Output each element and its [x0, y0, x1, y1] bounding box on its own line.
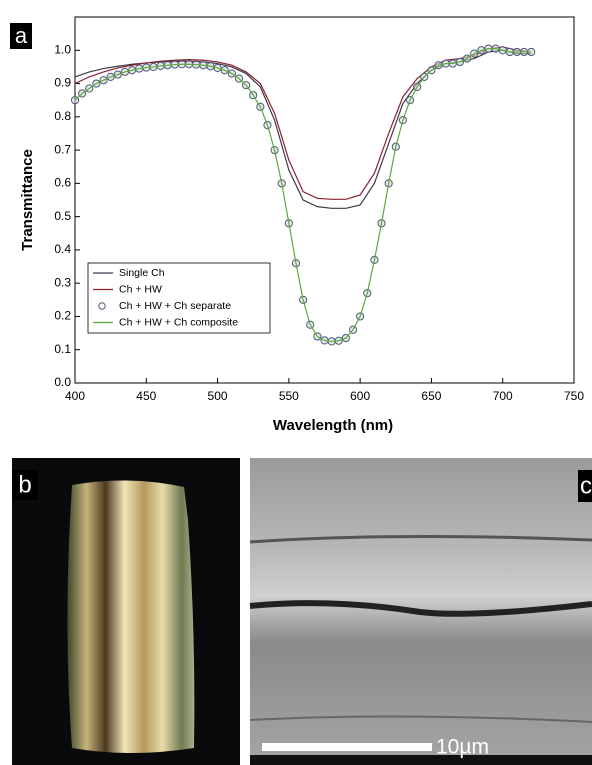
- y-tick-label: 0.5: [54, 209, 71, 223]
- sem-panel: c 10µm: [249, 458, 592, 765]
- panel-label-box: [10, 23, 32, 49]
- y-tick-label: 0.6: [54, 176, 71, 190]
- plot-frame: [74, 16, 575, 384]
- series-line: [74, 48, 532, 343]
- photo-panel: b: [12, 458, 240, 765]
- x-tick-label: 750: [564, 389, 584, 403]
- layer-boundary: [249, 715, 592, 723]
- series-line: [74, 49, 532, 209]
- y-tick-label: 0.0: [54, 375, 71, 389]
- y-tick-label: 0.2: [54, 309, 71, 323]
- x-axis-label: Wavelength (nm): [273, 417, 393, 434]
- legend-marker: [98, 302, 106, 310]
- panel-label: a: [15, 23, 28, 48]
- x-tick-label: 500: [208, 389, 228, 403]
- x-tick-label: 400: [65, 389, 85, 403]
- scale-bar: [262, 743, 432, 751]
- legend-box: [87, 262, 271, 334]
- y-tick-label: 0.4: [54, 242, 71, 256]
- x-tick-label: 550: [279, 389, 299, 403]
- scale-bar-label: 10µm: [436, 736, 489, 759]
- x-tick-label: 650: [421, 389, 441, 403]
- sem-base: [250, 755, 592, 765]
- chart: a Wavelength (nm) Transmittance 400 450 50…: [10, 16, 584, 434]
- foil-film: [67, 480, 195, 753]
- legend-label: Single Ch: [119, 267, 165, 279]
- legend-label: Ch + HW + Ch separate: [119, 300, 231, 312]
- panel-label-box: [12, 470, 38, 500]
- panel-label: c: [580, 472, 592, 499]
- layer-boundary: [249, 534, 592, 544]
- layer-boundary: [249, 600, 592, 617]
- x-tick-label: 600: [350, 389, 370, 403]
- y-tick-label: 0.8: [54, 109, 71, 123]
- y-tick-label: 0.9: [54, 76, 71, 90]
- y-tick-label: 0.3: [54, 275, 71, 289]
- legend-label: Ch + HW + Ch composite: [119, 316, 238, 328]
- panel-label: b: [18, 471, 31, 498]
- y-tick-label: 0.1: [54, 342, 71, 356]
- y-tick-label: 0.7: [54, 142, 71, 156]
- x-tick-label: 450: [136, 389, 156, 403]
- y-axis-label: Transmittance: [19, 149, 36, 251]
- legend-label: Ch + HW: [119, 283, 162, 295]
- x-tick-label: 700: [493, 389, 513, 403]
- y-tick-label: 1.0: [54, 42, 71, 56]
- panel-label-box: [578, 470, 592, 502]
- series-line: [74, 46, 532, 200]
